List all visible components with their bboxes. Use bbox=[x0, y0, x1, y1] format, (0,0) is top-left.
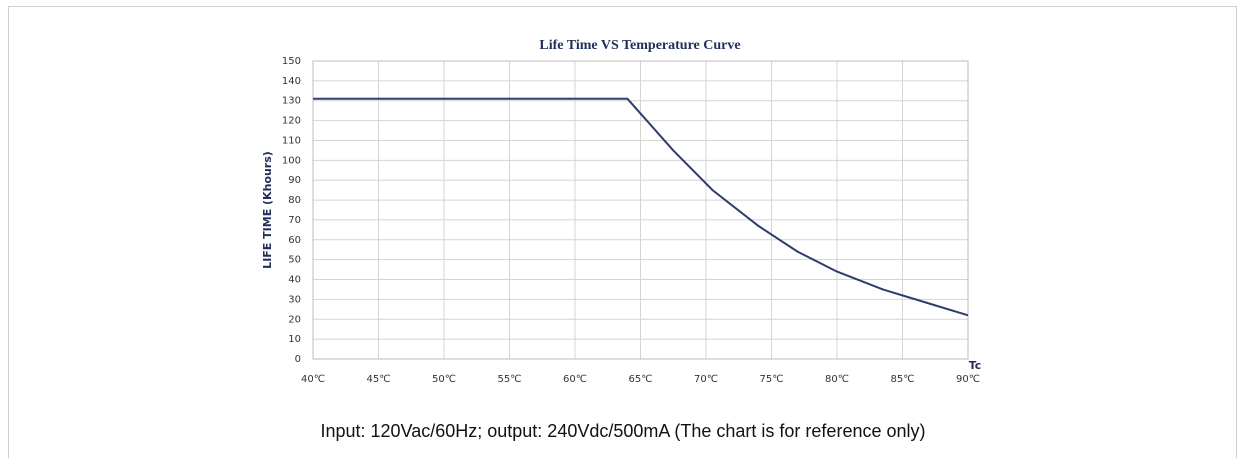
y-tick-label: 130 bbox=[282, 96, 301, 107]
x-tick-label: 85℃ bbox=[891, 374, 915, 385]
x-tick-label: 70℃ bbox=[694, 374, 718, 385]
y-tick-label: 0 bbox=[295, 354, 301, 365]
x-tick-label: 90℃ bbox=[956, 374, 980, 385]
y-tick-label: 140 bbox=[282, 76, 301, 87]
x-tick-label: 50℃ bbox=[432, 374, 456, 385]
frame bbox=[8, 6, 1237, 458]
y-tick-label: 80 bbox=[288, 195, 301, 206]
y-tick-label: 30 bbox=[288, 294, 301, 305]
y-tick-label: 150 bbox=[282, 56, 301, 67]
x-tick-label: 65℃ bbox=[629, 374, 653, 385]
x-tick-label: 45℃ bbox=[367, 374, 391, 385]
y-tick-label: 90 bbox=[288, 175, 301, 186]
x-tick-label: 80℃ bbox=[825, 374, 849, 385]
y-tick-label: 40 bbox=[288, 275, 301, 286]
caption: Input: 120Vac/60Hz; output: 240Vdc/500mA… bbox=[320, 421, 926, 441]
y-tick-label: 70 bbox=[288, 215, 301, 226]
y-tick-label: 50 bbox=[288, 255, 301, 266]
y-tick-label: 20 bbox=[288, 314, 301, 325]
data-line bbox=[313, 97, 969, 317]
x-axis-label: Tc bbox=[969, 359, 982, 372]
y-tick-label: 10 bbox=[288, 334, 301, 345]
y-tick-label: 110 bbox=[282, 135, 301, 146]
chart-title: Life Time VS Temperature Curve bbox=[539, 38, 740, 53]
x-tick-label: 55℃ bbox=[498, 374, 522, 385]
x-tick-label: 40℃ bbox=[301, 374, 325, 385]
x-tick-label: 60℃ bbox=[563, 374, 587, 385]
x-tick-label: 75℃ bbox=[760, 374, 784, 385]
y-tick-label: 60 bbox=[288, 235, 301, 246]
plot-border bbox=[312, 60, 969, 360]
y-tick-label: 100 bbox=[282, 155, 301, 166]
y-tick-label: 120 bbox=[282, 116, 301, 127]
y-axis-label: LIFE TIME (Khours) bbox=[261, 151, 274, 269]
